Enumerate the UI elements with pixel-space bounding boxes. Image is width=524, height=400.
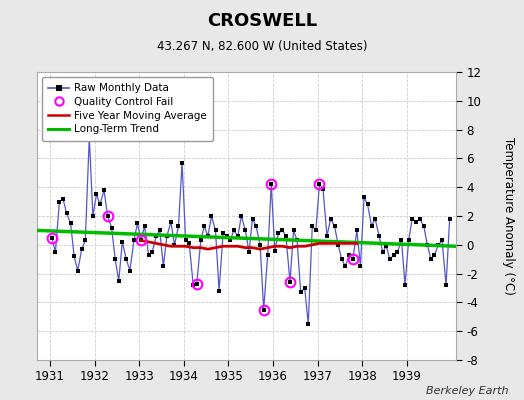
Text: 43.267 N, 82.600 W (United States): 43.267 N, 82.600 W (United States) bbox=[157, 40, 367, 53]
Text: CROSWELL: CROSWELL bbox=[207, 12, 317, 30]
Legend: Raw Monthly Data, Quality Control Fail, Five Year Moving Average, Long-Term Tren: Raw Monthly Data, Quality Control Fail, … bbox=[42, 77, 213, 141]
Text: Berkeley Earth: Berkeley Earth bbox=[426, 386, 508, 396]
Y-axis label: Temperature Anomaly (°C): Temperature Anomaly (°C) bbox=[502, 137, 515, 295]
